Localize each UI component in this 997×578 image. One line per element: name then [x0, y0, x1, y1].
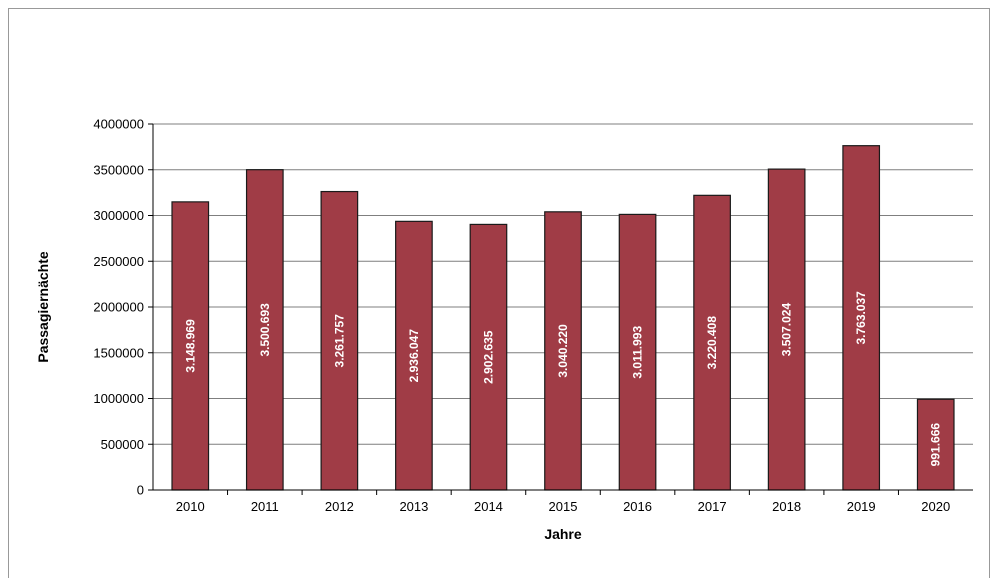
y-tick-label: 3000000 [93, 208, 144, 223]
bar-value-labels: 3.148.969 3.500.693 3.261.757 2.936.047 2.90… [183, 291, 942, 467]
bar-value-label: 3.040.220 [556, 324, 570, 378]
bar [767, 168, 806, 491]
y-axis-title: Passagiernächte [35, 251, 51, 362]
chart-frame [8, 8, 990, 578]
x-tick-label: 2016 [623, 499, 652, 514]
bar-value-label: 3.011.993 [631, 326, 645, 379]
bar-value-label: 2.936.047 [407, 329, 421, 383]
bar-value-label: 3.261.757 [332, 314, 346, 368]
bar-value-label: 991.666 [929, 423, 943, 467]
bar-value-label: 3.507.024 [780, 303, 794, 357]
bar [395, 220, 433, 491]
bar [320, 190, 359, 491]
y-tick-label: 0 [137, 483, 144, 498]
x-tick-label: 2011 [251, 499, 279, 514]
y-tick-label: 1500000 [93, 345, 144, 360]
bar [544, 211, 582, 491]
bar [171, 201, 210, 491]
x-tick-label: 2018 [772, 499, 801, 514]
bar-value-label: 3.220.408 [705, 316, 719, 370]
x-tick-label: 2017 [698, 499, 727, 514]
bar-value-label: 3.148.969 [183, 319, 197, 373]
y-tick-label: 4000000 [93, 117, 144, 132]
bar-value-label: 2.902.635 [481, 330, 495, 384]
y-tick-label: 3500000 [93, 162, 144, 177]
bar [842, 145, 881, 491]
y-tick-label: 500000 [101, 437, 144, 452]
bars [171, 145, 955, 491]
bar [916, 398, 955, 491]
x-tick-label: 2010 [176, 499, 205, 514]
bar-value-label: 3.763.037 [854, 291, 868, 345]
x-tick-label: 2012 [325, 499, 354, 514]
x-tick-label: 2013 [399, 499, 428, 514]
y-tick-label: 1000000 [93, 391, 144, 406]
x-tick-label: 2019 [847, 499, 876, 514]
bar-value-label: 3.500.693 [258, 303, 272, 357]
x-axis-title: Jahre [544, 526, 582, 542]
y-tick-label: 2000000 [93, 300, 144, 315]
bar [693, 194, 731, 491]
y-axis-ticks: 0 500000 1000000 1500000 2000000 2500000 30000… [93, 117, 153, 498]
x-tick-label: 2020 [921, 499, 950, 514]
x-axis-ticks: 2010 2011 2012 2013 2014 2015 2016 2017 2018 2019… [176, 490, 950, 514]
x-tick-label: 2014 [474, 499, 503, 514]
bar [245, 169, 284, 491]
bar [469, 223, 508, 491]
y-tick-label: 2500000 [93, 254, 144, 269]
bar [618, 213, 657, 491]
x-tick-label: 2015 [549, 499, 578, 514]
